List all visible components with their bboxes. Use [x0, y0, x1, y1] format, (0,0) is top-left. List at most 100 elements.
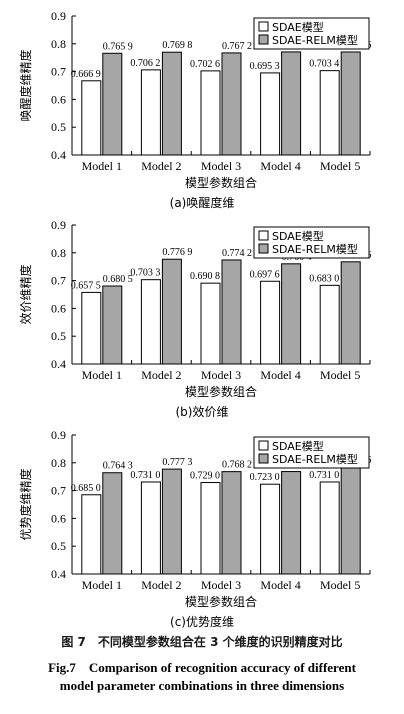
- data-label: 0.729 0: [190, 471, 220, 482]
- data-label: 0.697 6: [250, 269, 280, 280]
- bar: [260, 483, 281, 575]
- y-tick-label: 0.4: [51, 357, 66, 371]
- bar: [319, 481, 340, 575]
- data-label: 0.685 0: [71, 483, 101, 494]
- legend-swatch: [258, 243, 269, 254]
- bar: [340, 261, 361, 365]
- y-tick-label: 0.5: [51, 539, 66, 553]
- y-tick-label: 0.6: [51, 92, 66, 106]
- bar: [319, 284, 340, 365]
- data-label: 0.703 4: [309, 59, 339, 70]
- bar: [102, 472, 123, 575]
- data-label: 0.767 2: [222, 41, 252, 52]
- data-label: 0.690 8: [190, 271, 220, 282]
- y-axis-title: 优势度维精度: [18, 468, 33, 540]
- bar: [319, 70, 340, 156]
- data-label: 0.695 3: [250, 61, 280, 72]
- data-label: 0.769 8: [162, 40, 192, 51]
- figure-caption-en-line1: Fig.7 Comparison of recognition accuracy…: [48, 660, 356, 675]
- legend-entry: SDAE模型: [272, 439, 324, 453]
- bar: [221, 52, 242, 156]
- charts-canvas: 0.4 0.5 0.6 0.7 0.8 0.9 Model 1 0.666 9 0.765 9 M…: [18, 9, 371, 629]
- data-label: 0.731 0: [130, 470, 160, 481]
- y-axis-title: 唤醒度维精度: [18, 49, 33, 121]
- x-axis-title: 模型参数组合: [185, 594, 257, 609]
- y-tick-label: 0.6: [51, 511, 66, 525]
- x-tick-label: Model 3: [201, 159, 241, 173]
- y-tick-label: 0.9: [51, 9, 66, 23]
- x-axis-title: 模型参数组合: [185, 384, 257, 399]
- legend-box: [253, 226, 370, 259]
- data-label: 0.764 3: [103, 461, 133, 472]
- x-axis-title: 模型参数组合: [185, 175, 257, 190]
- legend-entry: SDAE模型: [272, 20, 324, 34]
- y-tick-label: 0.8: [51, 37, 66, 51]
- legend-entry: SDAE-RELM模型: [272, 452, 358, 466]
- bar: [140, 279, 161, 365]
- panel-subcaption: (a)唤醒度维: [170, 195, 235, 210]
- bar: [102, 285, 123, 365]
- y-axis-title: 效价维精度: [18, 264, 33, 324]
- legend-entry: SDAE-RELM模型: [272, 242, 358, 256]
- bar: [81, 494, 102, 575]
- legend-box: [253, 17, 370, 50]
- x-tick-label: Model 2: [141, 578, 181, 592]
- panel-subcaption: (b)效价维: [176, 404, 229, 419]
- data-label: 0.774 2: [222, 248, 252, 259]
- data-label: 0.723 0: [250, 472, 280, 483]
- data-label: 0.768 2: [222, 460, 252, 471]
- legend-entry: SDAE模型: [272, 229, 324, 243]
- legend-swatch: [258, 230, 269, 241]
- x-tick-label: Model 1: [82, 578, 122, 592]
- data-label: 0.666 9: [71, 69, 101, 80]
- y-tick-label: 0.7: [51, 65, 66, 79]
- data-label: 0.683 0: [309, 273, 339, 284]
- x-tick-label: Model 4: [260, 159, 300, 173]
- y-tick-label: 0.8: [51, 246, 66, 260]
- y-tick-label: 0.5: [51, 120, 66, 134]
- bar: [281, 471, 302, 575]
- y-tick-label: 0.7: [51, 274, 66, 288]
- bar: [200, 282, 221, 365]
- bar: [200, 482, 221, 575]
- bar: [81, 291, 102, 365]
- bar: [200, 70, 221, 156]
- y-tick-label: 0.7: [51, 484, 66, 498]
- data-label: 0.702 6: [190, 59, 220, 70]
- bar: [161, 258, 182, 365]
- bar: [161, 468, 182, 575]
- panel-subcaption: (c)优势度维: [170, 614, 234, 629]
- y-tick-label: 0.4: [51, 148, 66, 162]
- data-label: 0.703 3: [130, 268, 160, 279]
- y-tick-label: 0.6: [51, 301, 66, 315]
- bar: [221, 259, 242, 365]
- x-tick-label: Model 5: [320, 368, 360, 382]
- bar: [140, 481, 161, 575]
- bar: [340, 466, 361, 575]
- legend-swatch: [258, 34, 269, 45]
- x-tick-label: Model 3: [201, 368, 241, 382]
- x-tick-label: Model 4: [260, 368, 300, 382]
- legend-entry: SDAE-RELM模型: [272, 33, 358, 47]
- legend-swatch: [258, 440, 269, 451]
- x-tick-label: Model 3: [201, 578, 241, 592]
- data-label: 0.776 9: [162, 247, 192, 258]
- bar: [221, 471, 242, 575]
- figure-caption-en-line2: model parameter combinations in three di…: [59, 678, 345, 693]
- legend-swatch: [258, 453, 269, 464]
- bar: [281, 263, 302, 365]
- legend-swatch: [258, 21, 269, 32]
- x-tick-label: Model 1: [82, 368, 122, 382]
- figure-caption-zh: 图 7 不同模型参数组合在 3 个维度的识别精度对比: [61, 635, 343, 649]
- bar: [340, 51, 361, 156]
- bar: [260, 280, 281, 365]
- data-label: 0.657 5: [71, 280, 101, 291]
- bar: [81, 80, 102, 156]
- y-tick-label: 0.5: [51, 329, 66, 343]
- bar: [140, 69, 161, 156]
- y-tick-label: 0.8: [51, 456, 66, 470]
- y-tick-label: 0.9: [51, 428, 66, 442]
- x-tick-label: Model 2: [141, 368, 181, 382]
- data-label: 0.680 5: [103, 274, 133, 285]
